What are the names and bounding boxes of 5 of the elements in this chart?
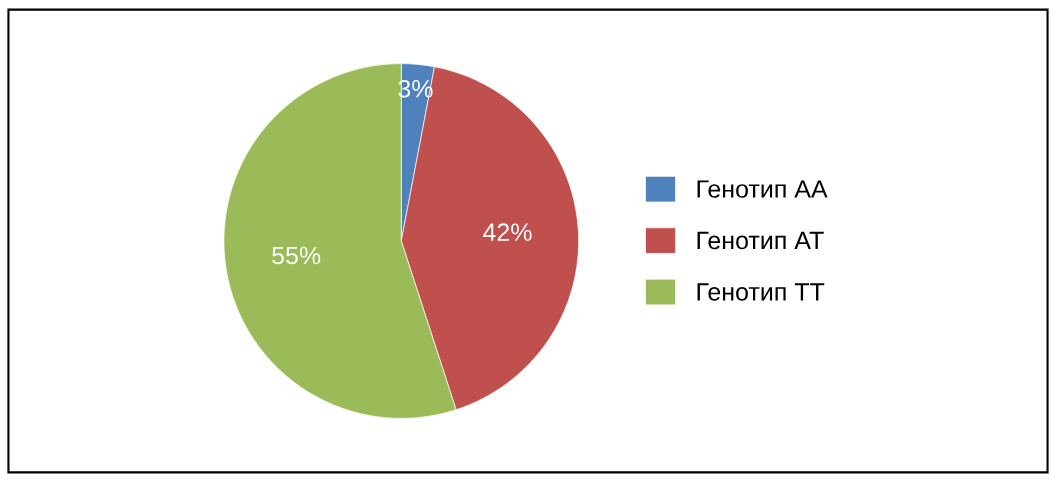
data-label: 55% [272,246,321,265]
legend-label: Генотип ТТ [697,283,825,301]
legend-label: Генотип АТ [697,231,824,250]
legend-label: Генотип АА [697,180,828,198]
data-label: 42% [483,223,532,241]
